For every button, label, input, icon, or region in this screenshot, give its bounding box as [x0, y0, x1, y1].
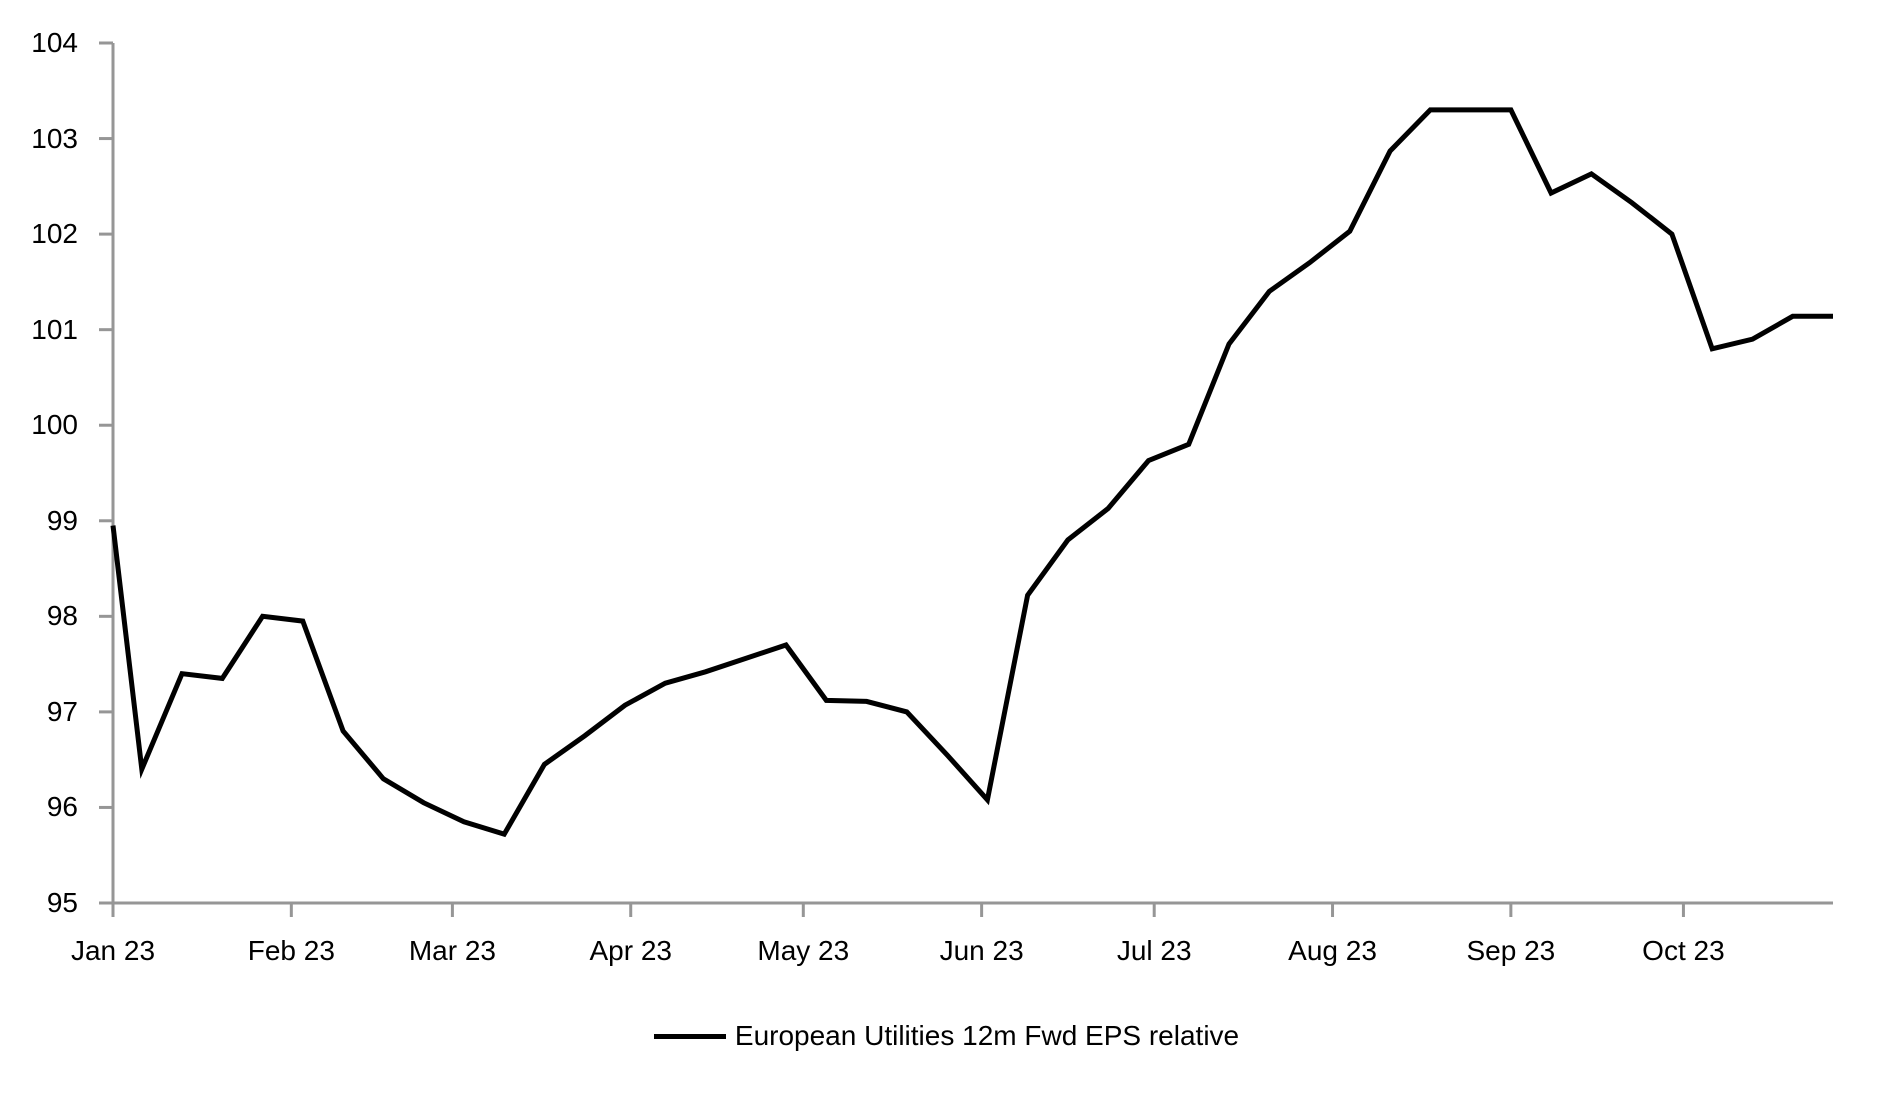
y-axis-tick-label: 103: [31, 122, 78, 154]
y-axis-tick-label: 96: [46, 791, 78, 823]
y-axis-tick-label: 97: [46, 695, 78, 727]
legend-label: European Utilities 12m Fwd EPS relative: [734, 1020, 1240, 1051]
x-axis-tick-label: Jul 23: [1116, 935, 1192, 966]
x-axis-tick-label: Oct 23: [1642, 935, 1725, 966]
y-axis-tick-label: 95: [46, 887, 78, 918]
x-axis-tick-label: Jun 23: [939, 935, 1024, 966]
x-axis-tick-label: Apr 23: [589, 935, 672, 966]
y-axis-tick-label: 98: [46, 600, 78, 632]
y-axis-tick-label: 99: [46, 504, 78, 536]
x-axis-tick-label: Mar 23: [408, 935, 496, 966]
y-axis-tick-label: 104: [31, 27, 78, 58]
x-axis-tick-label: Aug 23: [1288, 935, 1377, 966]
legend-line-sample: [653, 1033, 726, 1039]
series-line-european-utilities: [110, 107, 1833, 838]
y-axis-tick-label: 102: [31, 218, 78, 250]
x-axis-tick-label: Feb 23: [247, 935, 335, 966]
y-axis-tick-label: 100: [31, 409, 78, 441]
x-axis-tick-label: Jan 23: [70, 935, 156, 966]
x-axis-tick-label: Sep 23: [1466, 935, 1556, 966]
y-axis-tick-label: 101: [31, 313, 78, 345]
legend: European Utilities 12m Fwd EPS relative: [0, 1019, 1893, 1053]
x-axis-tick-label: May 23: [757, 935, 850, 966]
